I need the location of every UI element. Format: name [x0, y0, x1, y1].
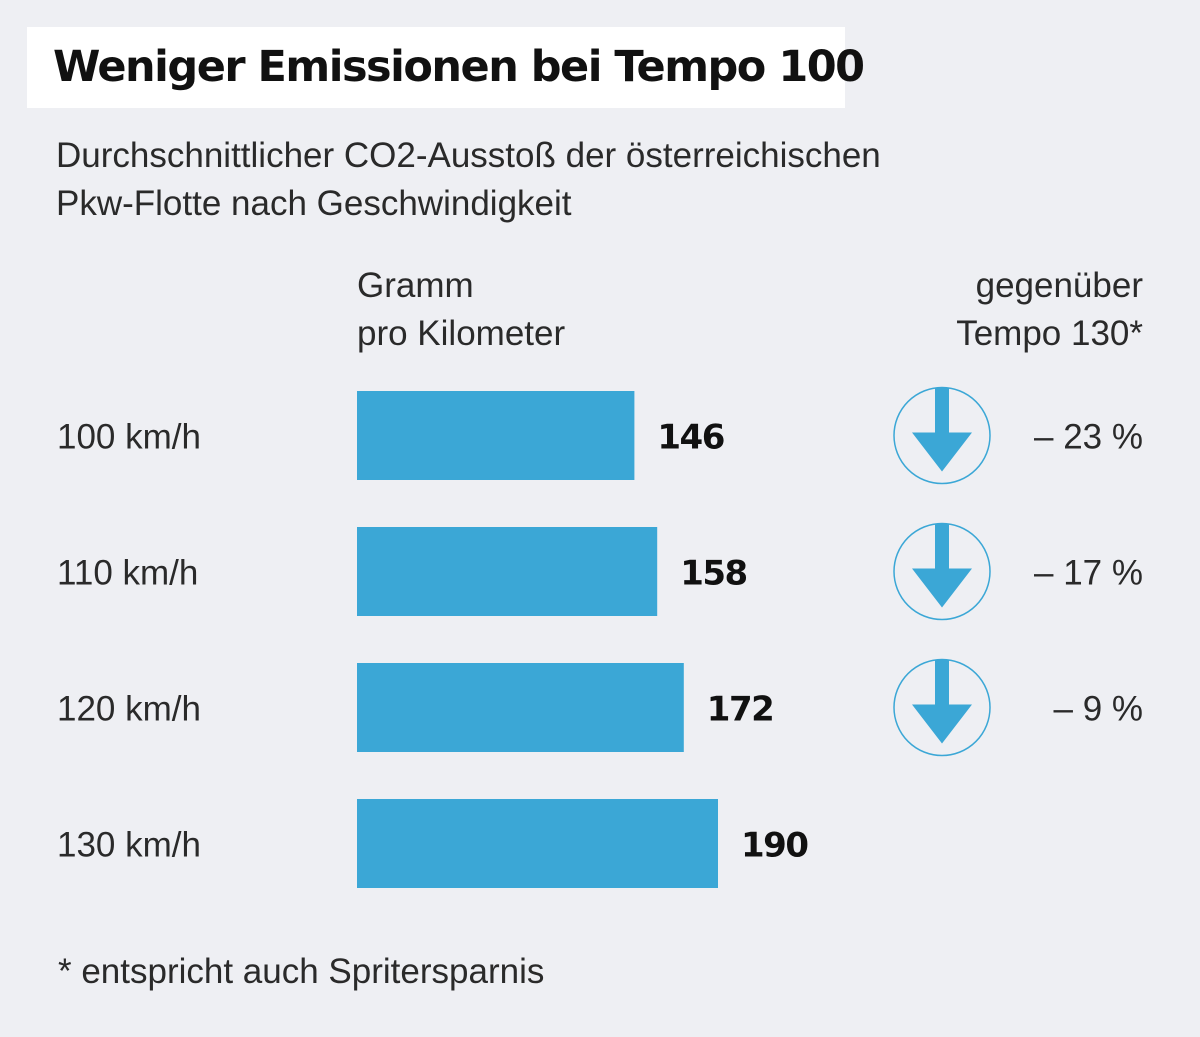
bar [357, 391, 635, 480]
title-box: Weniger Emissionen bei Tempo 100 [27, 27, 865, 108]
unit-header: Gramm pro Kilometer [357, 262, 565, 358]
down-arrow-icon [912, 659, 972, 744]
bar [357, 799, 718, 888]
down-arrow-icon [912, 387, 972, 472]
bar [357, 527, 658, 616]
comparison-header-line-1: gegenüber [975, 266, 1143, 305]
change-label: – 23 % [1034, 418, 1143, 457]
unit-header-line-1: Gramm [357, 266, 474, 305]
bar-value-label: 172 [707, 690, 773, 730]
change-label: – 9 % [1054, 690, 1144, 729]
bar-value-label: 190 [741, 826, 808, 866]
category-label: 120 km/h [57, 690, 201, 729]
comparison-header-line-2: Tempo 130* [956, 314, 1143, 353]
footnote: * entspricht auch Spritersparnis [58, 952, 545, 991]
subtitle-line-1: Durchschnittlicher CO2-Ausstoß der öster… [56, 136, 881, 175]
category-label: 100 km/h [57, 418, 201, 457]
category-label: 110 km/h [57, 554, 198, 593]
chart-subtitle: Durchschnittlicher CO2-Ausstoß der öster… [56, 132, 881, 228]
change-label: – 17 % [1034, 554, 1143, 593]
bar-value-label: 146 [657, 418, 723, 458]
subtitle-line-2: Pkw-Flotte nach Geschwindigkeit [56, 184, 572, 223]
chart-title: Weniger Emissionen bei Tempo 100 [53, 42, 865, 92]
bar-value-label: 158 [680, 554, 746, 594]
unit-header-line-2: pro Kilometer [357, 314, 566, 353]
bar [357, 663, 684, 752]
comparison-header: gegenüber Tempo 130* [956, 262, 1143, 358]
down-arrow-icon [912, 523, 972, 608]
category-label: 130 km/h [57, 826, 201, 865]
